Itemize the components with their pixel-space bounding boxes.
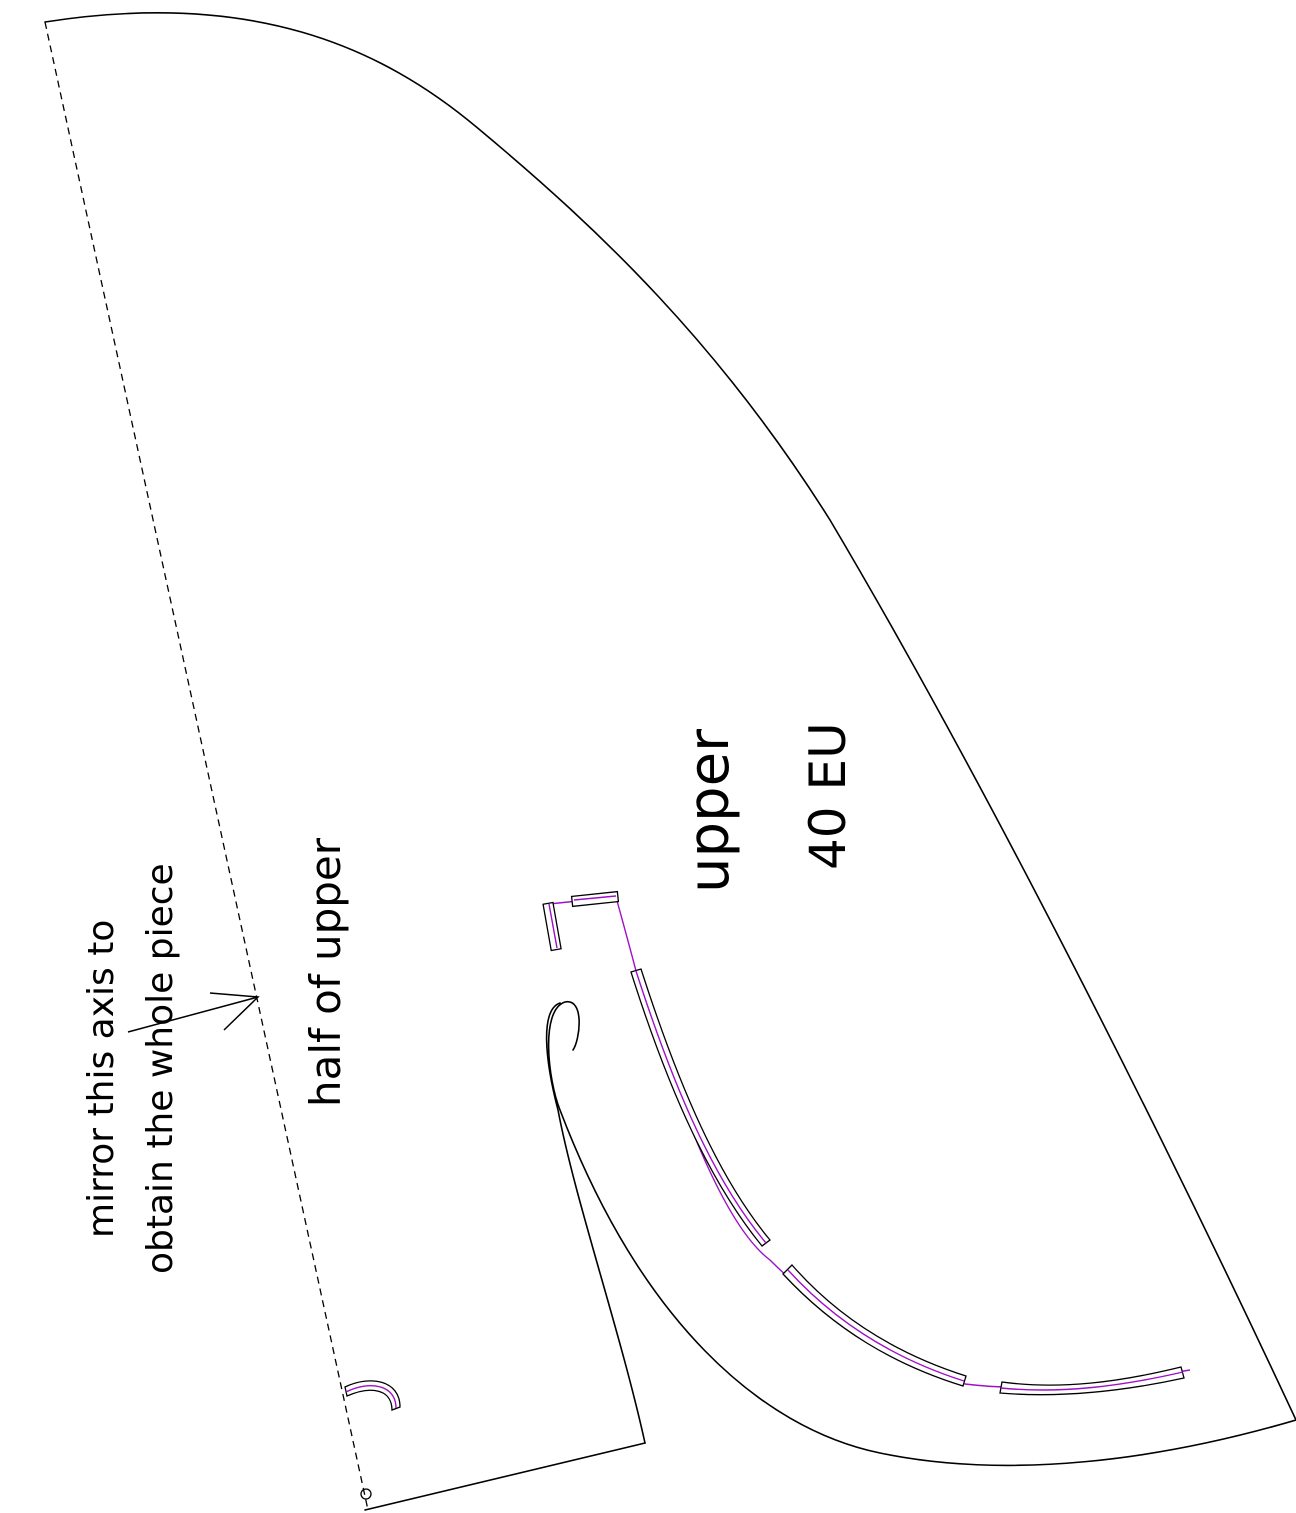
- mirror-note-line1: mirror this axis to: [81, 920, 122, 1238]
- half-of-upper-label: half of upper: [301, 837, 350, 1107]
- slot-long-segment-3: [999, 1366, 1185, 1396]
- mirror-arrow: [127, 992, 260, 1033]
- stitch-guide-line: [548, 896, 1191, 1389]
- slot-long-segment-2: [782, 1264, 967, 1387]
- piece-name-label: upper: [677, 728, 742, 893]
- upper-outer-outline: [44, 12, 1296, 1467]
- upper-bottom-edge: [364, 1442, 646, 1511]
- size-label: 40 EU: [799, 722, 857, 870]
- slot-hook: [344, 1380, 401, 1411]
- axis-end-marker: [360, 1488, 372, 1500]
- mirror-note-line2: obtain the whole piece: [140, 863, 181, 1274]
- slot-top-horizontal: [570, 890, 620, 908]
- slot-long-segment-1: [630, 968, 771, 1247]
- slot-top-vertical: [542, 901, 562, 952]
- mirror-axis-line: [44, 21, 369, 1511]
- upper-inner-slit: [545, 1002, 646, 1444]
